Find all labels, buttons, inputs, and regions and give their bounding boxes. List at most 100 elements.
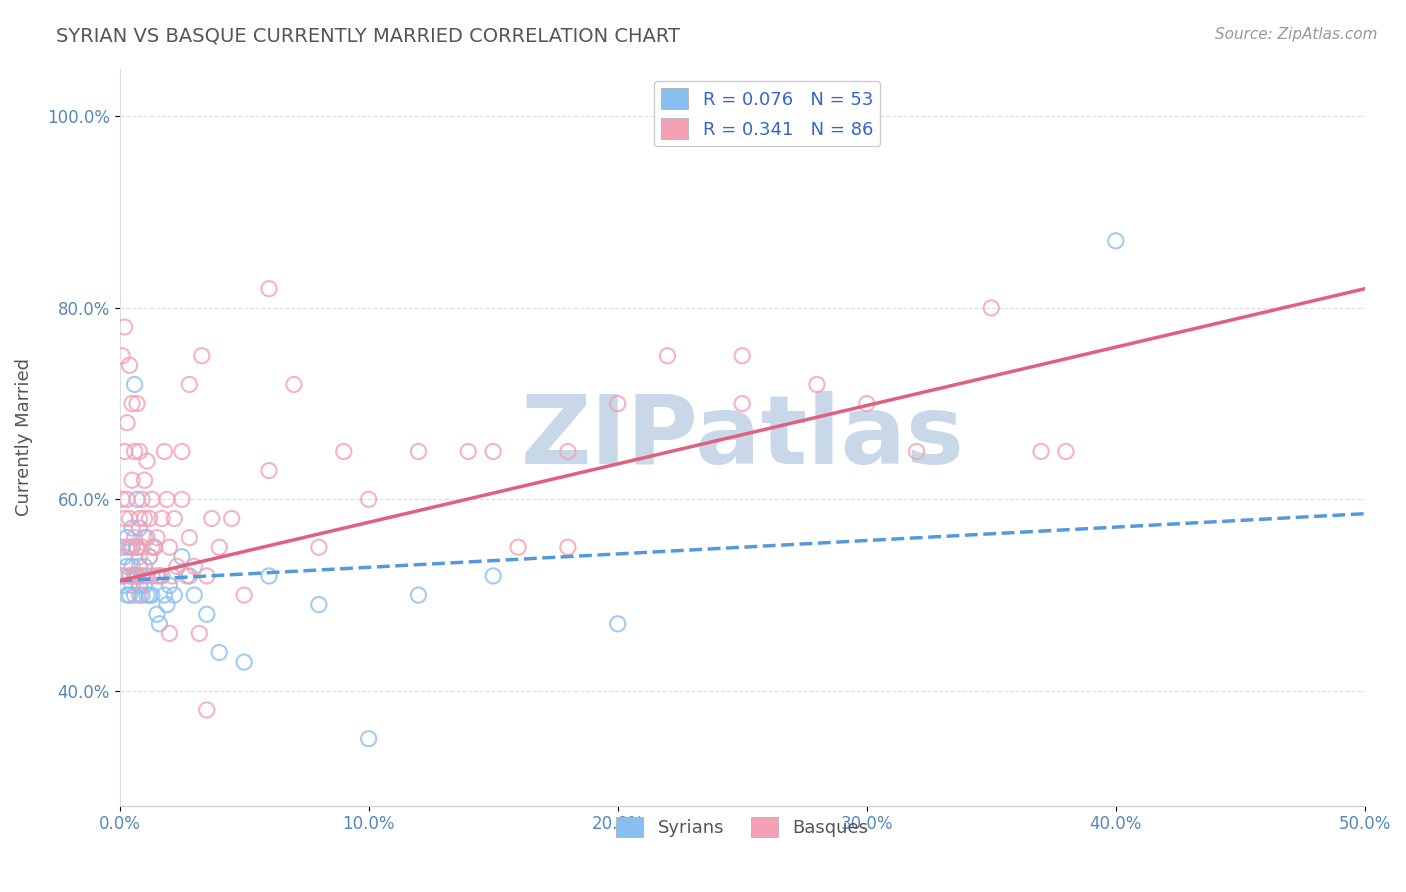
- Y-axis label: Currently Married: Currently Married: [15, 358, 32, 516]
- Point: [160, 569, 183, 583]
- Point: [141, 492, 163, 507]
- Point: [150, 511, 173, 525]
- Point: [208, 646, 231, 660]
- Point: [157, 578, 180, 592]
- Point: [506, 540, 529, 554]
- Legend: Syrians, Basques: Syrians, Basques: [609, 809, 876, 845]
- Point: [111, 492, 134, 507]
- Point: [357, 492, 380, 507]
- Point: [136, 569, 159, 583]
- Point: [125, 540, 148, 554]
- Point: [125, 569, 148, 583]
- Point: [128, 511, 150, 525]
- Point: [141, 588, 163, 602]
- Point: [118, 569, 141, 583]
- Point: [657, 349, 679, 363]
- Point: [176, 569, 198, 583]
- Point: [146, 569, 169, 583]
- Point: [1105, 234, 1128, 248]
- Point: [131, 569, 153, 583]
- Point: [111, 349, 134, 363]
- Point: [153, 588, 176, 602]
- Point: [124, 569, 146, 583]
- Point: [124, 569, 146, 583]
- Point: [138, 549, 160, 564]
- Point: [166, 559, 188, 574]
- Point: [114, 578, 136, 592]
- Point: [905, 444, 928, 458]
- Point: [557, 444, 579, 458]
- Point: [125, 492, 148, 507]
- Point: [191, 349, 214, 363]
- Point: [163, 588, 186, 602]
- Text: ZIPatlas: ZIPatlas: [520, 391, 965, 483]
- Point: [128, 549, 150, 564]
- Point: [233, 588, 256, 602]
- Point: [118, 511, 141, 525]
- Point: [131, 588, 153, 602]
- Point: [121, 578, 143, 592]
- Point: [146, 531, 169, 545]
- Point: [731, 396, 754, 410]
- Point: [124, 588, 146, 602]
- Point: [131, 569, 153, 583]
- Point: [1029, 444, 1052, 458]
- Point: [124, 377, 146, 392]
- Point: [128, 521, 150, 535]
- Point: [125, 396, 148, 410]
- Point: [138, 549, 160, 564]
- Point: [170, 444, 193, 458]
- Point: [188, 626, 211, 640]
- Point: [124, 444, 146, 458]
- Point: [150, 569, 173, 583]
- Point: [308, 540, 330, 554]
- Point: [257, 282, 280, 296]
- Point: [157, 626, 180, 640]
- Point: [121, 521, 143, 535]
- Point: [125, 540, 148, 554]
- Point: [121, 540, 143, 554]
- Point: [114, 511, 136, 525]
- Point: [195, 703, 218, 717]
- Point: [111, 569, 134, 583]
- Point: [170, 492, 193, 507]
- Point: [136, 531, 159, 545]
- Point: [146, 607, 169, 622]
- Point: [134, 473, 156, 487]
- Point: [134, 559, 156, 574]
- Point: [148, 616, 170, 631]
- Point: [163, 511, 186, 525]
- Point: [153, 444, 176, 458]
- Point: [183, 588, 205, 602]
- Point: [143, 540, 166, 554]
- Point: [114, 549, 136, 564]
- Point: [121, 559, 143, 574]
- Point: [179, 377, 201, 392]
- Text: Source: ZipAtlas.com: Source: ZipAtlas.com: [1215, 27, 1378, 42]
- Point: [221, 511, 243, 525]
- Point: [179, 569, 201, 583]
- Point: [855, 396, 877, 410]
- Point: [143, 540, 166, 554]
- Point: [257, 569, 280, 583]
- Point: [148, 569, 170, 583]
- Point: [115, 559, 138, 574]
- Point: [195, 607, 218, 622]
- Point: [114, 444, 136, 458]
- Point: [138, 588, 160, 602]
- Point: [115, 531, 138, 545]
- Point: [138, 511, 160, 525]
- Point: [128, 444, 150, 458]
- Point: [118, 359, 141, 373]
- Point: [357, 731, 380, 746]
- Point: [134, 578, 156, 592]
- Point: [141, 569, 163, 583]
- Point: [128, 588, 150, 602]
- Point: [156, 598, 179, 612]
- Point: [114, 320, 136, 334]
- Point: [308, 598, 330, 612]
- Point: [408, 588, 430, 602]
- Point: [141, 540, 163, 554]
- Point: [121, 540, 143, 554]
- Point: [118, 569, 141, 583]
